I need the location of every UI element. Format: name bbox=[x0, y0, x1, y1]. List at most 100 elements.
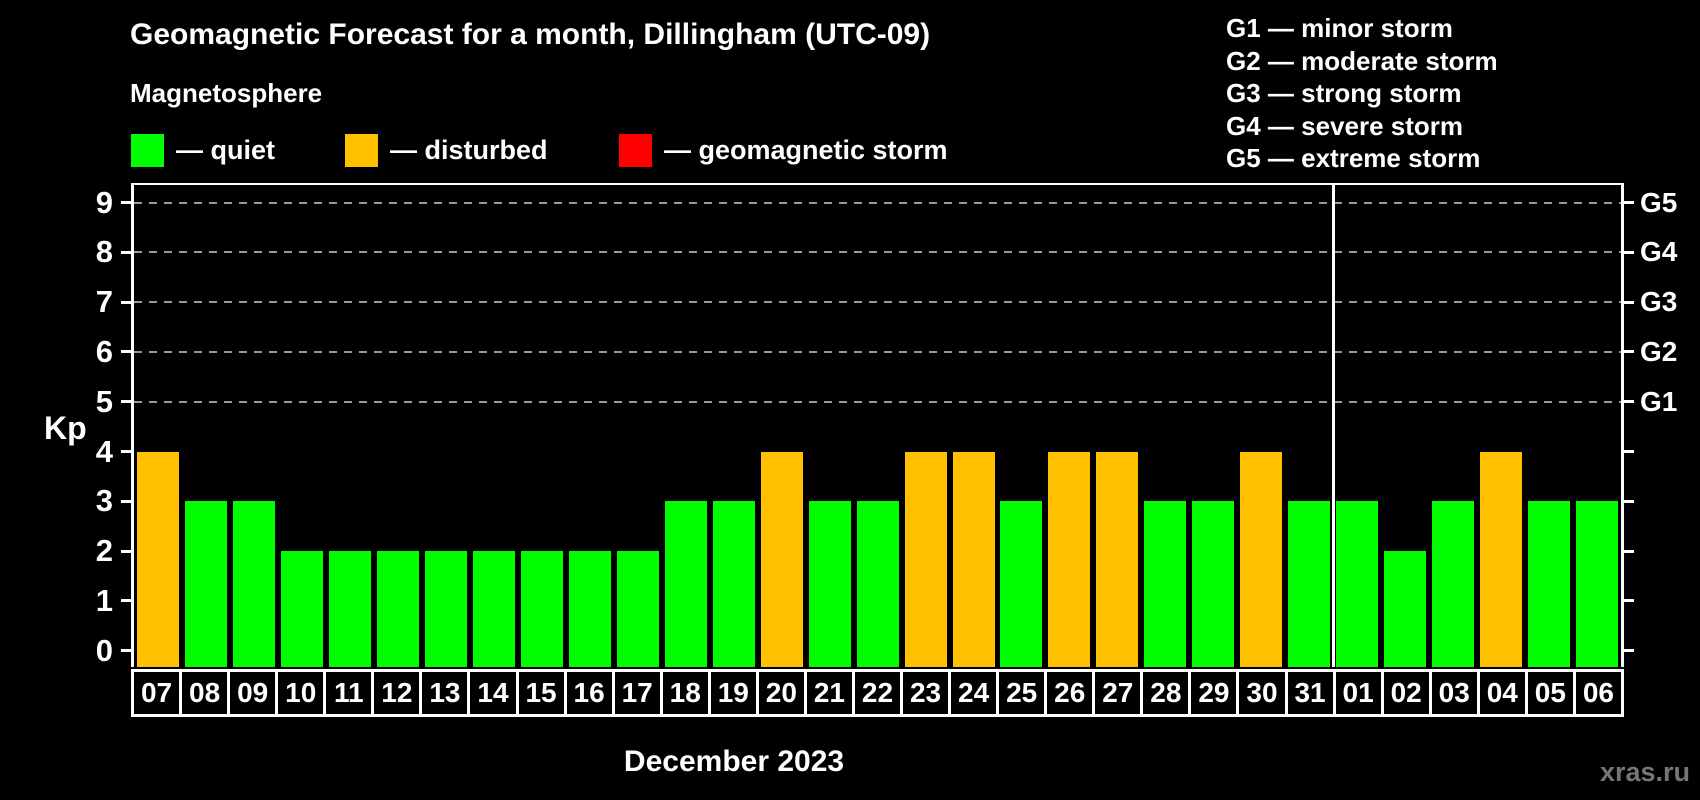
day-label-14: 14 bbox=[467, 669, 519, 717]
gridline-kp8 bbox=[134, 251, 1621, 254]
day-label-19: 19 bbox=[707, 669, 759, 717]
right-tick-kp1 bbox=[1624, 599, 1634, 603]
left-tick-kp8 bbox=[121, 250, 131, 254]
right-axis-label-g2: G2 bbox=[1640, 335, 1678, 367]
bar-day-11 bbox=[328, 551, 371, 667]
y-axis-tick-label-8: 8 bbox=[95, 234, 113, 270]
bar-day-19 bbox=[712, 501, 755, 667]
y-axis-tick-label-2: 2 bbox=[95, 533, 113, 568]
bar-day-28 bbox=[1144, 501, 1187, 667]
bar-day-30 bbox=[1240, 451, 1283, 667]
bar-day-21 bbox=[808, 501, 851, 667]
y-axis-tick-label-7: 7 bbox=[95, 284, 113, 320]
right-axis-label-g1: G1 bbox=[1640, 385, 1678, 417]
right-tick-kp8 bbox=[1624, 250, 1634, 254]
day-label-04: 04 bbox=[1476, 669, 1528, 717]
x-axis-day-labels: 07 08 09 10 11 12 13 14 15 16 17 18 19 20 21 22 23 24 25 26… bbox=[131, 669, 1624, 717]
right-axis-label-g3: G3 bbox=[1640, 286, 1678, 318]
bar-day-08 bbox=[185, 501, 227, 667]
legend-item-storm: — geomagnetic storm bbox=[619, 134, 948, 167]
bar-day-06 bbox=[1576, 501, 1618, 667]
y-axis-tick-label-0: 0 bbox=[95, 632, 113, 668]
day-label-28: 28 bbox=[1140, 669, 1192, 717]
day-label-21: 21 bbox=[803, 669, 855, 717]
bar-day-24 bbox=[952, 451, 995, 667]
left-tick-kp3 bbox=[121, 499, 131, 503]
y-axis-tick-label-3: 3 bbox=[95, 483, 113, 519]
left-tick-kp9 bbox=[121, 201, 131, 205]
right-axis-label-g4: G4 bbox=[1640, 236, 1678, 268]
day-label-17: 17 bbox=[611, 669, 663, 717]
storm-scale-g5: G5 — extreme storm bbox=[1226, 143, 1481, 173]
storm-scale-g3: G3 — strong storm bbox=[1226, 78, 1462, 108]
bar-day-05 bbox=[1528, 501, 1571, 667]
right-tick-kp2 bbox=[1624, 549, 1634, 553]
storm-color-swatch bbox=[619, 134, 652, 167]
bar-day-16 bbox=[568, 551, 611, 667]
y-axis-title: Kp bbox=[44, 410, 87, 446]
bar-day-02 bbox=[1384, 551, 1427, 667]
day-label-13: 13 bbox=[419, 669, 471, 717]
legend-label-quiet: — quiet bbox=[176, 135, 275, 165]
y-axis-tick-label-4: 4 bbox=[95, 433, 113, 469]
bar-day-23 bbox=[904, 451, 947, 667]
bar-day-10 bbox=[280, 551, 323, 667]
gridline-kp7 bbox=[134, 301, 1621, 304]
y-axis-tick-label-5: 5 bbox=[95, 383, 113, 419]
left-tick-kp7 bbox=[121, 300, 131, 304]
bar-day-03 bbox=[1432, 501, 1475, 667]
left-tick-kp4 bbox=[121, 450, 131, 453]
bar-day-26 bbox=[1048, 451, 1091, 667]
left-tick-kp1 bbox=[121, 599, 131, 603]
bar-day-07 bbox=[137, 451, 179, 667]
legend-label-storm: — geomagnetic storm bbox=[664, 135, 948, 165]
day-label-24: 24 bbox=[948, 669, 1000, 717]
day-label-25: 25 bbox=[996, 669, 1048, 717]
right-tick-kp3 bbox=[1624, 499, 1634, 503]
right-tick-kp6 bbox=[1624, 350, 1634, 354]
storm-scale-g2: G2 — moderate storm bbox=[1226, 45, 1498, 76]
right-tick-kp5 bbox=[1624, 400, 1634, 404]
right-axis-label-g5: G5 bbox=[1640, 186, 1678, 218]
day-label-05: 05 bbox=[1524, 669, 1576, 717]
legend-item-disturbed: — disturbed bbox=[345, 134, 548, 167]
storm-scale-legend: G1 — minor storm G2 — moderate storm G3 … bbox=[1226, 12, 1498, 175]
bar-day-29 bbox=[1192, 501, 1235, 667]
month-separator-line bbox=[1331, 185, 1335, 667]
gridline-kp6 bbox=[134, 350, 1621, 353]
day-label-16: 16 bbox=[563, 669, 615, 717]
day-label-23: 23 bbox=[900, 669, 952, 717]
bar-day-01 bbox=[1336, 501, 1379, 667]
day-label-30: 30 bbox=[1236, 669, 1288, 717]
day-label-27: 27 bbox=[1092, 669, 1144, 717]
watermark: xras.ru bbox=[1599, 757, 1690, 787]
left-tick-kp6 bbox=[121, 350, 131, 354]
y-axis-tick-label-9: 9 bbox=[95, 184, 113, 220]
left-tick-kp0 bbox=[121, 649, 131, 653]
bar-day-17 bbox=[616, 551, 659, 667]
quiet-color-swatch bbox=[131, 134, 164, 167]
day-label-11: 11 bbox=[323, 669, 375, 717]
day-label-29: 29 bbox=[1188, 669, 1240, 717]
legend-item-quiet: — quiet bbox=[131, 134, 275, 167]
storm-scale-g1: G1 — minor storm bbox=[1226, 13, 1453, 43]
bar-day-04 bbox=[1480, 451, 1523, 667]
right-tick-kp0 bbox=[1624, 649, 1634, 653]
bar-day-31 bbox=[1288, 501, 1331, 667]
y-axis-tick-label-1: 1 bbox=[95, 582, 113, 618]
day-label-20: 20 bbox=[755, 669, 807, 717]
day-label-31: 31 bbox=[1284, 669, 1336, 717]
day-label-12: 12 bbox=[371, 669, 423, 717]
bar-day-25 bbox=[1000, 501, 1043, 667]
disturbed-color-swatch bbox=[345, 134, 378, 167]
gridline-kp5 bbox=[134, 400, 1621, 403]
magnetosphere-label: Magnetosphere bbox=[130, 78, 323, 108]
day-label-10: 10 bbox=[275, 669, 327, 717]
right-tick-kp9 bbox=[1624, 201, 1634, 205]
day-label-15: 15 bbox=[515, 669, 567, 717]
day-label-09: 09 bbox=[227, 669, 279, 717]
chart-title: Geomagnetic Forecast for a month, Dillin… bbox=[130, 18, 931, 51]
right-tick-kp7 bbox=[1624, 300, 1634, 304]
bar-day-27 bbox=[1096, 451, 1139, 667]
